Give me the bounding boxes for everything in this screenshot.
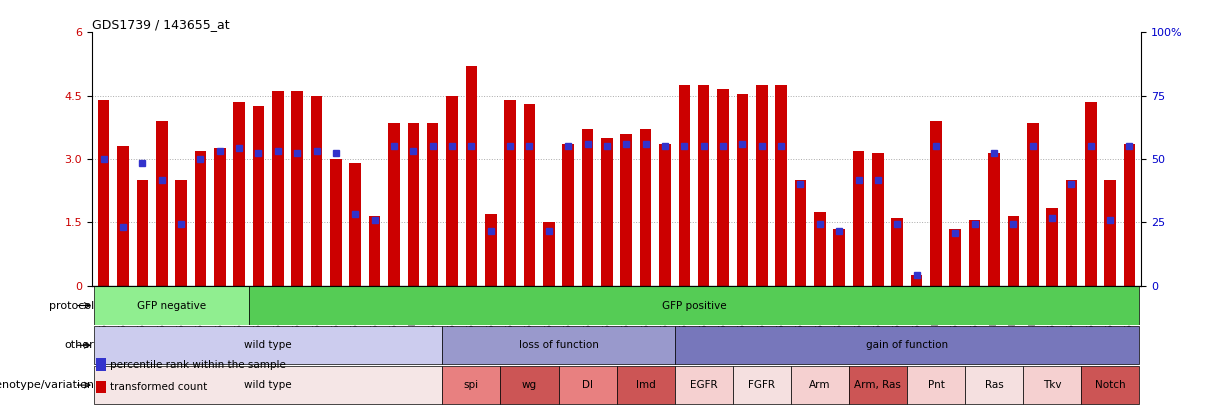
FancyBboxPatch shape [1023, 366, 1081, 404]
FancyBboxPatch shape [907, 366, 964, 404]
Text: protocol: protocol [49, 301, 94, 311]
Bar [892, 218, 903, 286]
Bar [853, 151, 864, 286]
Text: wg: wg [521, 380, 537, 390]
Bar [330, 159, 341, 286]
Bar [98, 100, 109, 286]
FancyBboxPatch shape [94, 326, 443, 364]
Bar [679, 85, 690, 286]
Text: Ras: Ras [984, 380, 1004, 390]
Bar [1065, 180, 1077, 286]
Text: GFP positive: GFP positive [661, 301, 726, 311]
Text: Tkv: Tkv [1043, 380, 1061, 390]
Text: gain of function: gain of function [866, 340, 948, 350]
Bar [1007, 216, 1020, 286]
Bar [833, 229, 845, 286]
Text: Arm: Arm [809, 380, 831, 390]
Text: Imd: Imd [636, 380, 655, 390]
Text: other: other [64, 340, 94, 350]
Bar [872, 153, 883, 286]
Bar [407, 123, 420, 286]
Text: EGFR: EGFR [690, 380, 718, 390]
Bar [1047, 207, 1058, 286]
Bar [950, 229, 961, 286]
FancyBboxPatch shape [558, 366, 616, 404]
Bar [639, 130, 652, 286]
Bar [388, 123, 400, 286]
Text: genotype/variation: genotype/variation [0, 380, 94, 390]
Bar [601, 138, 612, 286]
FancyBboxPatch shape [94, 366, 443, 404]
Bar [118, 146, 129, 286]
Bar [524, 104, 535, 286]
Bar [485, 214, 497, 286]
Text: Arm, Ras: Arm, Ras [854, 380, 902, 390]
Bar [465, 66, 477, 286]
Bar [427, 123, 438, 286]
Bar [582, 130, 594, 286]
Bar [195, 151, 206, 286]
Bar [562, 144, 574, 286]
Bar [698, 85, 709, 286]
Text: GFP negative: GFP negative [137, 301, 206, 311]
Bar [350, 163, 361, 286]
Text: GDS1739 / 143655_at: GDS1739 / 143655_at [92, 18, 229, 31]
Text: wild type: wild type [244, 380, 292, 390]
FancyBboxPatch shape [675, 366, 733, 404]
Bar [447, 96, 458, 286]
FancyBboxPatch shape [790, 366, 849, 404]
Text: spi: spi [464, 380, 479, 390]
Bar [621, 134, 632, 286]
Bar [1085, 102, 1097, 286]
Bar [213, 149, 226, 286]
Bar [1104, 180, 1115, 286]
Bar [814, 212, 826, 286]
Bar [910, 275, 923, 286]
FancyBboxPatch shape [443, 366, 501, 404]
FancyBboxPatch shape [733, 366, 790, 404]
Bar [1027, 123, 1038, 286]
FancyBboxPatch shape [675, 326, 1139, 364]
Text: transformed count: transformed count [110, 382, 207, 392]
Bar [659, 144, 671, 286]
Bar [775, 85, 787, 286]
Bar [136, 180, 148, 286]
FancyBboxPatch shape [964, 366, 1023, 404]
FancyBboxPatch shape [443, 326, 675, 364]
Bar [544, 222, 555, 286]
Text: FGFR: FGFR [748, 380, 775, 390]
Text: loss of function: loss of function [519, 340, 599, 350]
Bar [291, 92, 303, 286]
Bar [310, 96, 323, 286]
Bar [756, 85, 768, 286]
Text: wild type: wild type [244, 340, 292, 350]
Text: percentile rank within the sample: percentile rank within the sample [110, 360, 286, 369]
Bar [272, 92, 283, 286]
Bar [718, 90, 729, 286]
FancyBboxPatch shape [849, 366, 907, 404]
FancyBboxPatch shape [1081, 366, 1139, 404]
FancyBboxPatch shape [94, 286, 249, 325]
Bar [930, 121, 942, 286]
Bar [233, 102, 245, 286]
FancyBboxPatch shape [501, 366, 558, 404]
Bar [175, 180, 187, 286]
Text: Notch: Notch [1094, 380, 1125, 390]
Text: Pnt: Pnt [928, 380, 945, 390]
Bar [156, 121, 168, 286]
Bar [736, 94, 748, 286]
FancyBboxPatch shape [249, 286, 1139, 325]
Bar [1124, 144, 1135, 286]
Bar [504, 100, 515, 286]
Bar [795, 180, 806, 286]
FancyBboxPatch shape [616, 366, 675, 404]
Bar [369, 216, 380, 286]
Bar [253, 106, 264, 286]
Text: Dl: Dl [582, 380, 593, 390]
Bar [969, 220, 980, 286]
Bar [988, 153, 1000, 286]
